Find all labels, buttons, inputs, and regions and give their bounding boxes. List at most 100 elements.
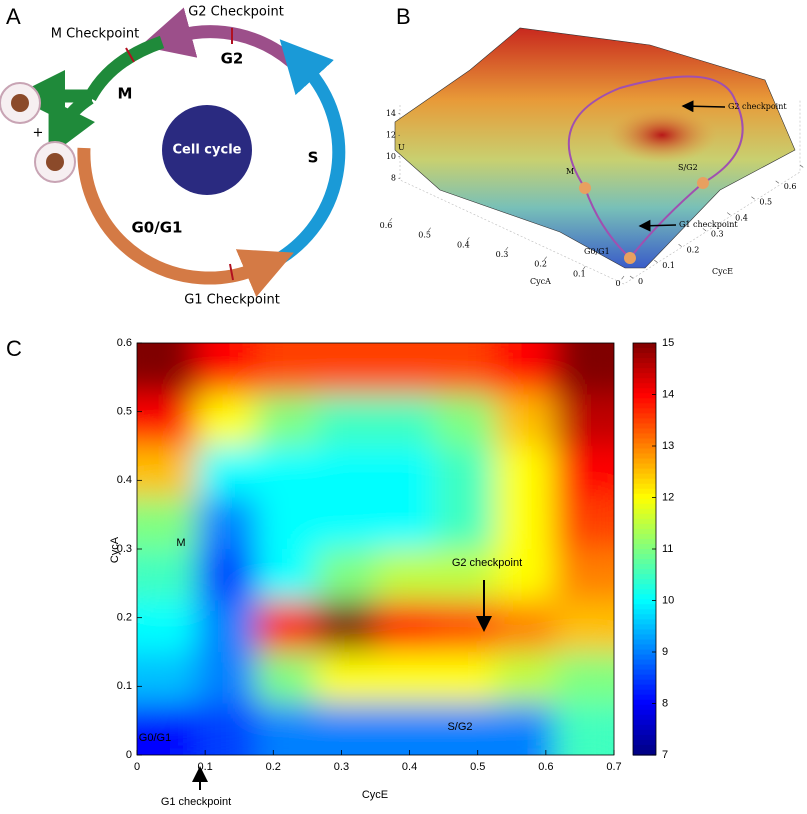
x-tick-label: 0.6 (538, 761, 553, 773)
tick-mark (544, 256, 547, 261)
x-tick-label: 0.1 (197, 761, 212, 773)
heat-cell (375, 703, 436, 755)
center-label: Cell cycle (173, 143, 242, 158)
y-axis-label: CycA (109, 536, 121, 563)
tick-label: 0.3 (496, 250, 509, 259)
heat-cell (375, 343, 436, 395)
tick-label: 0.2 (687, 245, 700, 254)
tick-label: 10 (386, 152, 396, 161)
colorbar-step (633, 348, 656, 354)
colorbar-step (633, 594, 656, 600)
checkpoint-label: G1 Checkpoint (184, 293, 280, 308)
heat-cell (554, 497, 614, 550)
colorbar-step (633, 689, 656, 696)
tick-label: 14 (386, 109, 396, 118)
annotation: G0/G1 (139, 732, 171, 744)
colorbar-step (633, 744, 656, 751)
colorbar-step (633, 408, 656, 414)
heat-cell (375, 497, 436, 550)
heat-cell (435, 343, 496, 395)
heat-cell (196, 703, 257, 755)
annotation: G2 checkpoint (452, 557, 522, 569)
colorbar-step (633, 523, 656, 530)
colorbar-step (633, 418, 656, 424)
colorbar-step (633, 363, 656, 369)
y-tick-label: 0.4 (117, 474, 132, 486)
colorbar-step (633, 614, 656, 620)
g1-arc (77, 147, 294, 298)
heat-cell (137, 652, 198, 704)
heat-cell (315, 446, 376, 498)
arrow (681, 100, 726, 113)
colorbar-step (633, 709, 656, 716)
x-tick-label: 0.7 (606, 761, 621, 773)
phase-label: G0/G1 (132, 219, 183, 237)
tick-label: 0 (615, 279, 620, 288)
colorbar-step (633, 624, 656, 630)
tick-label: 0.5 (418, 231, 431, 240)
heat-cell (256, 652, 317, 704)
colorbar-step (633, 734, 656, 741)
colorbar-step (633, 749, 656, 756)
colorbar-step (633, 383, 656, 389)
heat-cell (435, 703, 496, 755)
heat-cell (554, 394, 614, 447)
state-ball (624, 252, 636, 264)
heat-cell (137, 446, 198, 498)
cell-cycle-disc (162, 105, 252, 195)
heatmap (137, 343, 614, 755)
colorbar-step (633, 533, 656, 540)
colorbar-step (633, 368, 656, 374)
tick-mark (389, 217, 393, 222)
heat-cell (196, 652, 257, 704)
heat-cell (256, 703, 317, 755)
colorbar-step (633, 659, 656, 666)
colorbar-step (633, 704, 656, 711)
colorbar-step (633, 629, 656, 636)
tick-mark (582, 266, 586, 270)
colorbar-step (633, 433, 656, 440)
colorbar-step (633, 478, 656, 485)
colorbar-step (633, 343, 656, 349)
tick-mark (654, 259, 658, 263)
colorbar-step (633, 674, 656, 681)
panel-label: C (6, 336, 22, 361)
heat-cell (315, 703, 376, 755)
heat-cell (256, 600, 317, 653)
tick-label: 0.4 (457, 240, 470, 249)
tick-mark (678, 244, 682, 247)
annotation: M (176, 537, 185, 549)
heat-cell (256, 343, 317, 395)
axis-label: CycE (712, 267, 733, 276)
tick-label: 12 (386, 130, 396, 139)
heat-cell (137, 549, 198, 601)
colorbar-step (633, 403, 656, 409)
colorbar-step (633, 498, 656, 505)
panel-b: B G2 checkpoint M S/G2 G1 checkpoint G0/… (380, 4, 804, 288)
phase-label: S (308, 149, 319, 167)
annotation: G1 checkpoint (161, 796, 231, 808)
tick-mark (629, 275, 634, 279)
heat-cell (554, 600, 614, 653)
heat-cell (256, 394, 317, 447)
colorbar-step (633, 393, 656, 399)
colorbar-step (633, 724, 656, 731)
checkpoint-label: G2 Checkpoint (188, 5, 284, 20)
colorbar-step (633, 443, 656, 450)
x-axis-label: CycE (362, 789, 388, 801)
heat-cell (196, 446, 257, 498)
y-tick-label: 0 (126, 749, 132, 761)
heat-cell (494, 549, 555, 601)
annotation: S/G2 (678, 163, 698, 172)
colorbar-step (633, 458, 656, 465)
colorbar-step (633, 549, 656, 555)
m-arc (84, 35, 165, 102)
colorbar-step (633, 694, 656, 701)
tick-label: 0.1 (573, 269, 586, 278)
colorbar-step (633, 503, 656, 510)
colorbar-tick-label: 10 (662, 594, 674, 606)
heat-cell (435, 600, 496, 653)
colorbar-step (633, 739, 656, 746)
phase-label: G2 (221, 50, 244, 68)
tick-label: 0.6 (784, 182, 797, 191)
